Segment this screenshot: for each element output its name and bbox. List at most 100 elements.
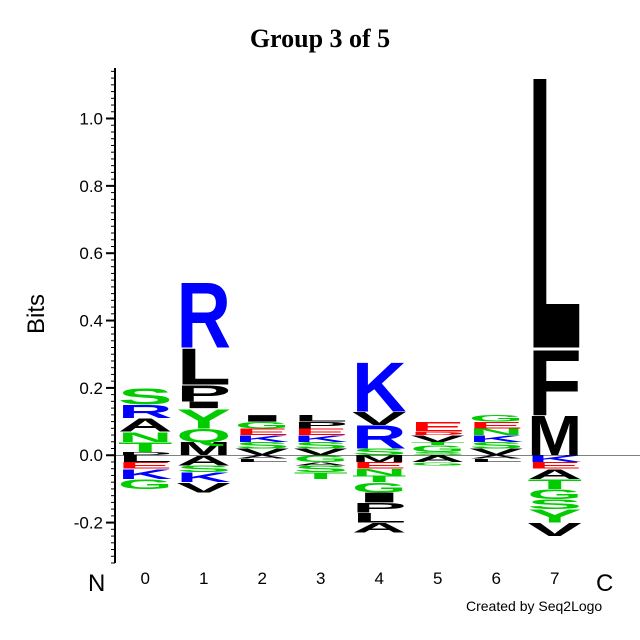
logo-letter-y: Y xyxy=(177,403,231,434)
letter-glyph: G xyxy=(235,420,289,431)
letter-glyph: A xyxy=(528,466,582,482)
logo-letter-e: E xyxy=(528,460,582,471)
letter-glyph: M xyxy=(177,438,231,459)
letter-glyph: L xyxy=(118,454,172,464)
logo-letter-i: I xyxy=(235,413,289,424)
letter-glyph: S xyxy=(528,497,582,513)
letter-glyph: G xyxy=(294,454,348,465)
letter-glyph: V xyxy=(294,447,349,457)
logo-letter-t: T xyxy=(294,471,349,481)
letter-glyph: I xyxy=(352,490,406,506)
x-axis-ticks: 0 1 2 3 4 5 6 7 xyxy=(141,569,560,588)
letter-glyph: E xyxy=(352,460,406,471)
x-tick-label: 1 xyxy=(199,569,208,588)
letter-glyph: T xyxy=(411,441,466,446)
letter-glyph: K xyxy=(177,469,231,485)
letter-glyph: M xyxy=(352,454,406,464)
y-tick-label: -0.2 xyxy=(74,514,103,533)
letter-glyph: T xyxy=(118,439,172,455)
logo-letter-l: L xyxy=(118,454,172,464)
letter-glyph: T xyxy=(528,476,582,492)
letter-glyph: A xyxy=(469,454,523,459)
letter-glyph: G xyxy=(352,479,406,495)
letter-glyph: G xyxy=(469,413,523,424)
logo-letter-e: E xyxy=(118,460,172,471)
logo-letter-g: G xyxy=(411,443,465,454)
y-tick-label: 0.2 xyxy=(79,379,103,398)
letter-glyph: S xyxy=(411,451,465,456)
logo-letter-l: L xyxy=(469,458,524,463)
logo-letter-v: V xyxy=(352,408,406,429)
logo-letter-s: S xyxy=(177,464,231,475)
x-tick-label: 4 xyxy=(375,569,384,588)
y-tick-label: 0.6 xyxy=(79,244,103,263)
y-tick-label: 1.0 xyxy=(79,110,103,129)
logo-letter-a: A xyxy=(411,454,465,464)
logo-letter-k: K xyxy=(352,349,407,427)
letter-glyph: L xyxy=(352,510,406,526)
letter-glyph: V xyxy=(352,408,406,429)
letter-glyph: S xyxy=(118,384,172,410)
y-tick-label: 0.8 xyxy=(79,177,103,196)
letter-glyph: A xyxy=(177,453,231,469)
letter-glyph: L xyxy=(469,458,524,463)
letter-glyph: Q xyxy=(177,425,231,446)
logo-letter-s: S xyxy=(118,384,172,410)
logo-letter-e: E xyxy=(469,420,523,431)
letter-glyph: V xyxy=(177,480,231,496)
logo-letter-k: K xyxy=(528,454,583,464)
letter-glyph: N xyxy=(469,427,523,437)
logo-letter-r: R xyxy=(177,264,231,369)
logo-letter-k: K xyxy=(294,433,349,443)
letter-glyph: R xyxy=(177,264,231,369)
logo-letter-t: T xyxy=(352,474,407,484)
letter-glyph: L xyxy=(294,413,348,423)
logo-letter-s: S xyxy=(411,451,465,456)
logo-letter-k: K xyxy=(235,433,290,443)
logo-letter-t: T xyxy=(528,476,582,492)
n-terminus-label: N xyxy=(88,570,106,597)
logo-letter-p: P xyxy=(294,420,348,431)
logo-letter-q: Q xyxy=(177,425,231,446)
logo-letter-n: N xyxy=(352,467,406,477)
logo-letter-i: I xyxy=(177,400,231,411)
letter-glyph: E xyxy=(118,460,172,471)
logo-letter-s: S xyxy=(528,497,582,513)
logo-letter-p: P xyxy=(352,500,406,516)
letter-glyph: P xyxy=(294,420,348,431)
logo-letter-g: G xyxy=(235,420,289,431)
letter-glyph: E xyxy=(528,460,582,471)
logo-letter-v: V xyxy=(469,447,524,457)
letter-glyph: P xyxy=(177,380,231,406)
letter-glyph: Y xyxy=(528,505,582,526)
logo-letter-m: M xyxy=(352,454,406,464)
letter-glyph: S xyxy=(352,447,406,458)
letter-glyph: R xyxy=(118,401,173,422)
x-tick-label: 2 xyxy=(258,569,267,588)
logo-letter-m: M xyxy=(177,438,231,459)
letter-glyph: P xyxy=(352,500,406,516)
logo-letter-f: F xyxy=(528,331,582,436)
letter-glyph: V xyxy=(411,433,466,443)
letter-glyph: T xyxy=(352,474,407,484)
logo-letter-a: A xyxy=(118,415,173,436)
logo-letter-g: G xyxy=(528,486,582,502)
letter-glyph: E xyxy=(235,427,289,438)
letter-glyph: K xyxy=(469,433,524,443)
logo-letter-g: G xyxy=(294,454,348,465)
logo-letter-a: A xyxy=(177,453,231,469)
logo-letter-a: A xyxy=(294,461,348,466)
letter-glyph: L xyxy=(528,0,582,430)
logo-letter-d: D xyxy=(118,451,172,456)
letter-glyph: E xyxy=(469,420,523,431)
letter-glyph: S xyxy=(469,440,523,451)
logo-letter-a: A xyxy=(235,454,289,459)
letter-glyph: D xyxy=(411,431,465,436)
letter-glyph: I xyxy=(235,413,289,424)
letter-glyph: A xyxy=(118,415,173,436)
logo-letter-t: T xyxy=(411,441,466,446)
logo-letter-l: L xyxy=(528,0,582,430)
logo-letter-k: K xyxy=(177,469,231,485)
letter-glyph: E xyxy=(411,419,465,435)
letter-glyph: K xyxy=(294,433,349,443)
